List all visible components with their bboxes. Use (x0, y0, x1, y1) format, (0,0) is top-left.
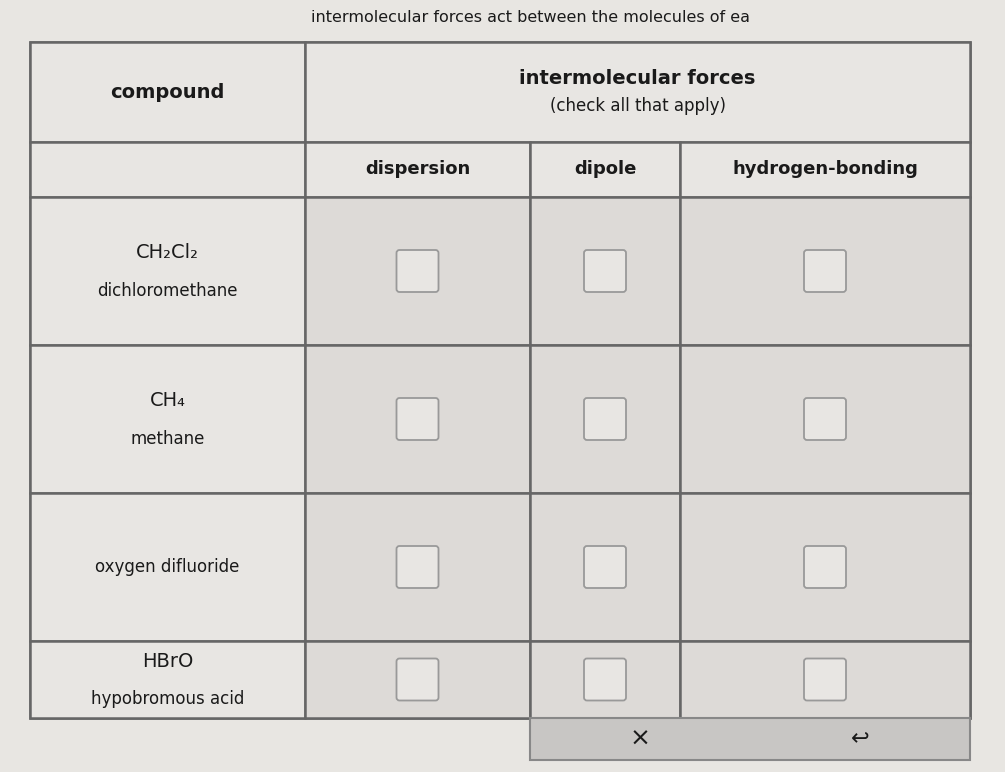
Bar (680, 345, 970, 493)
FancyBboxPatch shape (804, 398, 846, 440)
Text: methane: methane (131, 430, 205, 448)
Bar (305, 42, 970, 142)
Bar (530, 197, 680, 345)
FancyBboxPatch shape (804, 546, 846, 588)
FancyBboxPatch shape (584, 659, 626, 700)
Bar (680, 493, 970, 641)
Bar (680, 142, 970, 197)
FancyBboxPatch shape (804, 250, 846, 292)
Bar (30, 345, 305, 493)
Bar (305, 197, 530, 345)
Bar (530, 718, 970, 760)
Bar (305, 142, 530, 197)
FancyBboxPatch shape (584, 398, 626, 440)
Text: CH₂Cl₂: CH₂Cl₂ (136, 243, 199, 262)
Text: (check all that apply): (check all that apply) (550, 97, 726, 115)
FancyBboxPatch shape (397, 250, 438, 292)
Bar (680, 641, 970, 718)
Text: ↩: ↩ (850, 729, 869, 749)
Bar (305, 641, 530, 718)
Text: dichloromethane: dichloromethane (97, 282, 238, 300)
Text: ×: × (629, 727, 650, 751)
Bar (30, 142, 305, 197)
Text: dispersion: dispersion (365, 161, 470, 178)
Bar (305, 493, 530, 641)
Bar (530, 142, 680, 197)
Bar (30, 42, 970, 718)
Text: oxygen difluoride: oxygen difluoride (95, 558, 239, 576)
FancyBboxPatch shape (584, 250, 626, 292)
Bar (305, 345, 530, 493)
Text: CH₄: CH₄ (150, 391, 186, 411)
Bar (680, 197, 970, 345)
Bar (30, 641, 305, 718)
FancyBboxPatch shape (397, 546, 438, 588)
Text: dipole: dipole (574, 161, 636, 178)
Text: hydrogen-bonding: hydrogen-bonding (732, 161, 918, 178)
Text: compound: compound (111, 83, 225, 101)
Text: intermolecular forces: intermolecular forces (520, 69, 756, 89)
FancyBboxPatch shape (397, 398, 438, 440)
Bar (30, 493, 305, 641)
Text: intermolecular forces act between the molecules of ea: intermolecular forces act between the mo… (311, 11, 750, 25)
FancyBboxPatch shape (397, 659, 438, 700)
Bar (30, 197, 305, 345)
Bar (30, 42, 305, 142)
FancyBboxPatch shape (804, 659, 846, 700)
Bar (530, 641, 680, 718)
Text: HBrO: HBrO (142, 652, 193, 671)
Bar (530, 345, 680, 493)
Bar (530, 493, 680, 641)
Text: hypobromous acid: hypobromous acid (90, 690, 244, 709)
FancyBboxPatch shape (584, 546, 626, 588)
